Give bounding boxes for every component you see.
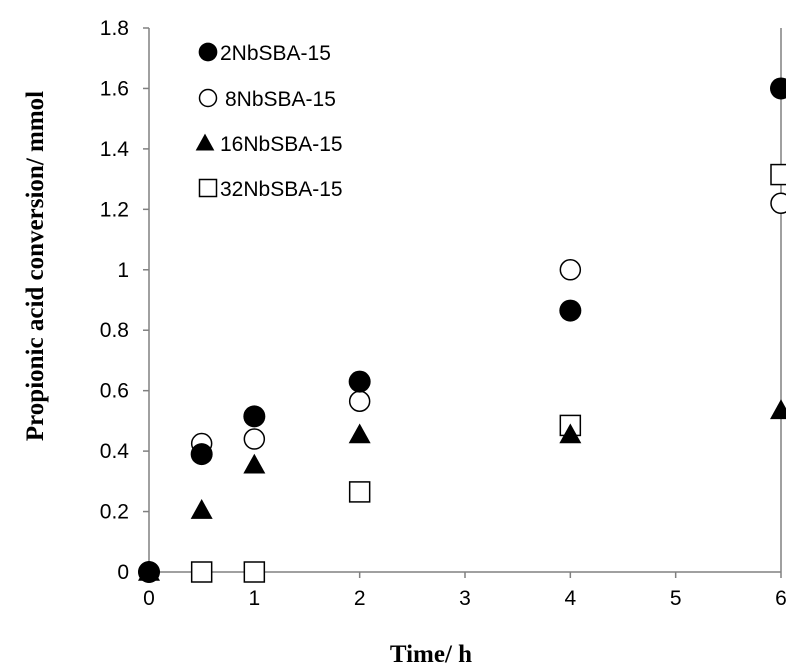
data-point [770,163,786,186]
x-tick-label: 6 [775,587,786,610]
data-point [348,423,371,444]
data-point [770,77,786,100]
data-point [243,453,266,474]
data-point [348,481,371,503]
series-2NbSBA-15 [138,77,786,583]
data-point [559,299,582,322]
x-tick-label: 2 [354,587,366,610]
legend-item: 8NbSBA-15 [198,88,336,111]
data-point [559,423,582,444]
legend: 2NbSBA-15 8NbSBA-15 16NbSBA-15 32NbSBA-15 [195,42,343,201]
y-tick-label: 0 [117,561,129,584]
legend-item: 32NbSBA-15 [198,178,343,201]
data-point [138,561,160,583]
data-point [348,370,371,393]
data-point [243,428,266,450]
data-point [348,390,371,412]
x-tick-label: 5 [670,587,682,610]
data-point [190,443,213,466]
legend-label: 32NbSBA-15 [220,178,343,201]
x-tick-label: 0 [143,587,155,610]
data-point [190,499,213,519]
x-tick-label: 4 [564,587,576,610]
series-16NbSBA-15 [138,399,786,581]
y-tick-label: 1.8 [100,17,129,40]
data-point [559,259,582,281]
y-tick-label: 1 [117,259,129,282]
legend-marker [198,42,218,62]
y-tick-label: 1.2 [100,198,129,221]
y-tick-label: 0.6 [100,380,129,403]
data-point [190,561,213,583]
x-tick-label: 1 [248,587,260,610]
legend-item: 2NbSBA-15 [198,42,331,65]
x-axis-ticks: 0 1 2 3 4 5 6 [143,572,786,610]
data-point [770,192,786,215]
y-axis-ticks: 0 0.2 0.4 0.6 0.8 1 1.2 1.4 1.6 1.8 [100,17,149,584]
x-axis-title: Time/ h [390,641,472,666]
data-point [243,561,266,583]
data-point [770,399,786,420]
y-tick-label: 1.6 [100,77,129,100]
legend-label: 16NbSBA-15 [220,133,343,156]
legend-marker [198,88,218,108]
data-series [138,77,786,583]
legend-marker [198,178,218,198]
y-tick-label: 0.4 [100,440,130,463]
legend-label: 2NbSBA-15 [220,42,331,65]
series-32NbSBA-15 [190,163,786,583]
y-tick-label: 1.4 [100,138,130,161]
series-8NbSBA-15 [138,192,786,583]
y-tick-label: 0.8 [100,319,129,342]
data-point [243,405,266,428]
y-axis-title: Propionic acid conversion/ mmol [22,91,49,441]
y-tick-label: 0.2 [100,501,129,524]
legend-marker [195,133,215,151]
legend-label: 8NbSBA-15 [225,88,336,111]
x-tick-label: 3 [459,587,471,610]
legend-item: 16NbSBA-15 [195,133,343,156]
